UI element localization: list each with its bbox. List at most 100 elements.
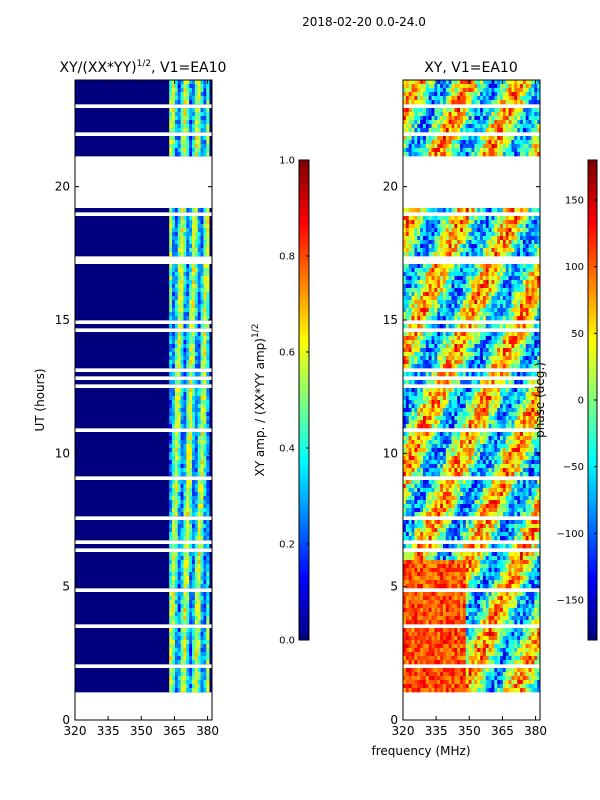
phase-cell	[525, 280, 529, 285]
amplitude-cell	[169, 336, 173, 341]
amplitude-cell	[186, 676, 190, 681]
amplitude-cell	[192, 672, 196, 677]
phase-cell	[417, 248, 421, 253]
phase-cell	[437, 88, 441, 93]
phase-cell	[491, 232, 495, 237]
amplitude-cell	[197, 380, 201, 385]
amplitude-cell	[197, 616, 201, 621]
amplitude-cell	[200, 312, 204, 317]
phase-cell	[488, 408, 492, 413]
phase-cell	[403, 96, 407, 101]
amplitude-cell	[183, 492, 187, 497]
phase-cell	[457, 332, 461, 337]
phase-cell	[457, 288, 461, 293]
phase-cell	[502, 88, 507, 93]
phase-cell	[445, 324, 450, 329]
amplitude-cell	[186, 288, 190, 293]
amplitude-cell	[200, 404, 204, 409]
phase-cell	[497, 304, 501, 309]
phase-cell	[434, 240, 438, 245]
amplitude-cell	[186, 492, 190, 497]
phase-cell	[514, 236, 518, 241]
phase-cell	[440, 252, 444, 257]
phase-cell	[422, 280, 427, 285]
phase-cell	[488, 100, 492, 105]
phase-cell	[534, 292, 538, 297]
phase-cell	[534, 236, 538, 241]
amplitude-cell	[180, 464, 184, 469]
phase-cell	[477, 276, 481, 281]
phase-cell	[440, 92, 444, 97]
amplitude-cell	[177, 560, 181, 565]
amplitude-cell	[172, 220, 176, 225]
amplitude-cell	[177, 380, 181, 385]
amplitude-cell	[177, 600, 181, 605]
phase-cell	[425, 284, 430, 289]
phase-cell	[531, 244, 535, 249]
phase-cell	[500, 356, 504, 361]
phase-cell	[405, 96, 410, 101]
phase-cell	[485, 288, 489, 293]
phase-cell	[491, 292, 495, 297]
phase-cell	[471, 312, 475, 317]
amplitude-cell	[180, 452, 184, 457]
phase-cell	[457, 360, 461, 365]
phase-cell	[511, 352, 515, 357]
phase-cell	[420, 296, 424, 301]
phase-cell	[491, 308, 495, 313]
amplitude-cell	[186, 296, 190, 301]
phase-cell	[425, 140, 430, 145]
colorbar-tick-label: 1.0	[279, 156, 295, 167]
amplitude-cell	[174, 112, 179, 117]
amplitude-cell	[203, 276, 207, 281]
phase-cell	[537, 336, 541, 341]
amplitude-cell	[203, 340, 207, 345]
phase-cell	[454, 268, 458, 273]
phase-cell	[434, 252, 438, 257]
amplitude-cell	[189, 232, 193, 237]
amplitude-cell	[172, 264, 176, 269]
phase-cell	[497, 244, 501, 249]
phase-cell	[471, 336, 475, 341]
phase-cell	[420, 344, 424, 349]
phase-cell	[425, 88, 430, 93]
phase-cell	[482, 400, 487, 405]
phase-cell	[403, 336, 407, 341]
amplitude-cell	[183, 656, 187, 661]
phase-cell	[428, 232, 432, 237]
amplitude-cell	[183, 304, 187, 309]
phase-cell	[431, 148, 435, 153]
phase-cell	[494, 96, 498, 101]
amplitude-cell	[172, 568, 176, 573]
amplitude-cell	[192, 120, 196, 125]
phase-cell	[468, 408, 472, 413]
amplitude-cell	[180, 356, 184, 361]
amplitude-cell	[183, 264, 187, 269]
amplitude-cell	[177, 612, 181, 617]
phase-cell	[528, 340, 532, 345]
phase-cell	[482, 404, 487, 409]
amplitude-cell	[200, 280, 204, 285]
phase-cell	[517, 92, 521, 97]
amplitude-cell	[174, 572, 179, 577]
amplitude-cell	[172, 208, 176, 213]
amplitude-cell	[177, 244, 181, 249]
amplitude-cell	[197, 312, 201, 317]
phase-cell	[517, 300, 521, 305]
amplitude-row	[75, 524, 212, 529]
phase-cell	[448, 240, 452, 245]
phase-cell	[534, 280, 538, 285]
phase-cell	[508, 316, 512, 321]
amplitude-cell	[169, 316, 173, 321]
phase-cell	[411, 340, 415, 345]
phase-cell	[474, 124, 478, 129]
phase-cell	[505, 412, 509, 417]
phase-cell	[422, 408, 427, 413]
phase-cell	[505, 416, 509, 421]
phase-cell	[462, 332, 467, 337]
phase-cell	[457, 344, 461, 349]
amplitude-row	[75, 520, 212, 525]
phase-cell	[440, 324, 444, 329]
amplitude-cell	[194, 108, 199, 113]
amplitude-cell	[206, 480, 210, 485]
